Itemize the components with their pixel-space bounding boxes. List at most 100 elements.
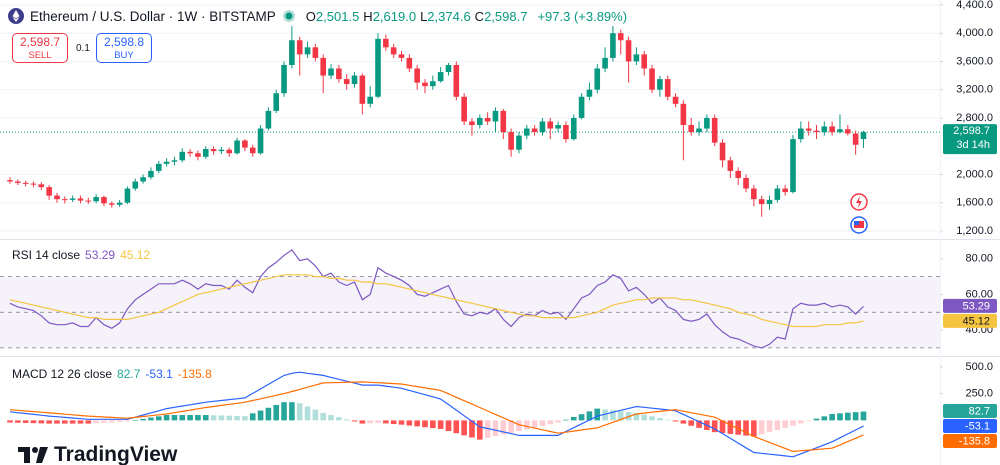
series-tag: -135.8 [959, 435, 990, 447]
histogram-bar [54, 420, 60, 424]
histogram-bar [492, 420, 499, 437]
rsi-value: 53.29 [85, 248, 116, 262]
ohlc-value: 2,598.7 [484, 8, 528, 24]
candle-body [617, 33, 624, 41]
line-series [9, 381, 864, 453]
candle-body [523, 128, 530, 136]
histogram-bar [140, 418, 146, 421]
histogram-bar [414, 420, 420, 427]
candle-body [343, 79, 350, 85]
candle-body [367, 96, 373, 104]
symbol-icon [8, 8, 24, 24]
y-tick-label: 500.0 [965, 361, 993, 373]
candle-body [758, 199, 765, 205]
candle-body [7, 180, 13, 182]
candle-body [22, 182, 29, 184]
candle-body [328, 68, 334, 76]
histogram-bar [766, 420, 773, 433]
histogram-bar [226, 415, 233, 421]
buy-price: 2,598.8 [103, 35, 145, 49]
histogram-bar [93, 420, 99, 424]
histogram-bar [383, 420, 389, 424]
macd-value: -53.1 [145, 367, 173, 381]
candle-body [798, 128, 804, 140]
candle-body [398, 54, 405, 58]
candle-body [805, 128, 812, 131]
histogram-bar [202, 415, 209, 421]
histogram-bar [641, 414, 648, 421]
event-icons [850, 193, 868, 234]
candle-body [641, 54, 648, 69]
histogram-bar [813, 418, 820, 421]
histogram-bar [743, 420, 749, 436]
candle-body [672, 96, 679, 104]
histogram-bar [187, 415, 193, 421]
buy-label: BUY [114, 50, 134, 61]
candle-body [320, 57, 326, 76]
histogram-bar [829, 413, 835, 421]
series-tag-bg [943, 313, 997, 328]
candle-body [242, 140, 248, 148]
histogram-bar [367, 420, 373, 424]
candle-body [821, 126, 828, 133]
histogram-bar [461, 420, 467, 436]
histogram-bar [657, 418, 663, 421]
candle-body [829, 126, 835, 133]
candle-body [202, 149, 209, 157]
candle-body [649, 68, 655, 90]
candle-body [46, 187, 52, 196]
histogram-bar [85, 420, 92, 424]
histogram-bar [336, 417, 342, 421]
histogram-bar [555, 420, 561, 423]
histogram-bar [289, 402, 295, 421]
candle-body [586, 89, 593, 97]
histogram-bar [359, 420, 366, 424]
histogram-bar [751, 420, 757, 437]
histogram-bar [38, 420, 45, 424]
histogram-bar [860, 411, 867, 421]
histogram-bar [531, 420, 538, 428]
buy-button[interactable]: 2,598.8 BUY [96, 33, 152, 63]
histogram-bar [22, 420, 29, 423]
series-tag-bg [943, 404, 997, 419]
candle-body [461, 96, 467, 122]
histogram-bar [242, 416, 248, 421]
candle-body [54, 195, 60, 200]
ohlc-key: H [363, 8, 373, 24]
histogram-bar [265, 407, 272, 421]
brand-mark [18, 447, 48, 463]
branding: TradingView [14, 443, 182, 465]
y-tick-label: 3,200.0 [956, 84, 993, 96]
histogram-bar [390, 420, 397, 425]
histogram-bar [578, 414, 585, 421]
candle-body [422, 82, 428, 87]
histogram-bar [805, 420, 812, 422]
candle-body [508, 132, 514, 150]
histogram-bar [257, 410, 264, 421]
histogram-bar [343, 419, 350, 421]
histogram-bar [304, 406, 311, 421]
y-tick-label: 250.0 [965, 388, 993, 400]
candle-body [477, 117, 483, 126]
candle-body [38, 184, 45, 188]
ohlc-key: O [305, 8, 316, 24]
candle-body [289, 40, 295, 65]
candle-body [195, 153, 201, 157]
macd-legend: MACD 12 26 close 82.7 -53.1 -135.8 [12, 367, 217, 381]
candle-body [680, 103, 687, 126]
candle-body [657, 79, 663, 90]
sell-button[interactable]: 2,598.7 SELL [12, 33, 68, 63]
candle-body [69, 198, 76, 200]
histogram-bar [351, 420, 358, 422]
symbol-title[interactable]: Ethereum / U.S. Dollar · 1W · BITSTAMP [30, 8, 276, 24]
histogram-bar [406, 420, 413, 426]
y-tick-label: 4,000.0 [956, 27, 993, 39]
histogram-bar [516, 420, 522, 432]
histogram-bar [422, 420, 428, 428]
histogram-bar [696, 420, 702, 428]
histogram-bar [735, 420, 741, 435]
event-icon-glyph [856, 196, 862, 208]
histogram-bar [69, 420, 76, 424]
candle-body [845, 129, 851, 134]
histogram-bar [312, 409, 319, 421]
